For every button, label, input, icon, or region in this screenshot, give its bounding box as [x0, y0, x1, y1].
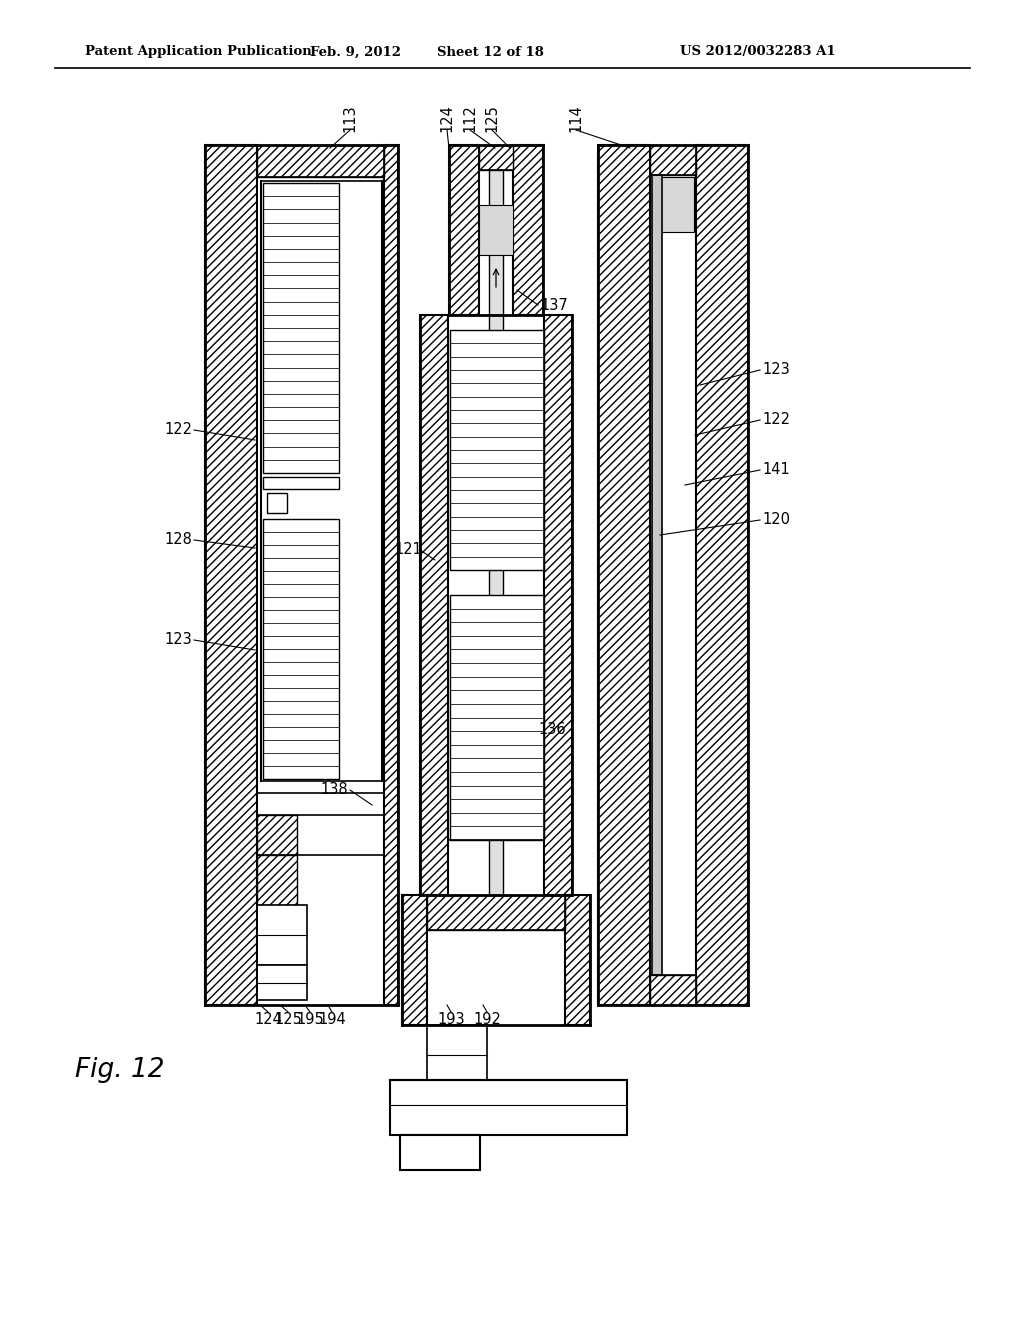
- Bar: [390, 1080, 627, 1135]
- Bar: [696, 145, 748, 1005]
- Bar: [420, 315, 449, 895]
- Bar: [598, 145, 650, 1005]
- Text: 125: 125: [484, 104, 500, 132]
- Bar: [650, 145, 696, 176]
- Text: 192: 192: [473, 1012, 501, 1027]
- Text: Sheet 12 of 18: Sheet 12 of 18: [436, 45, 544, 58]
- Text: 122: 122: [762, 412, 790, 428]
- Bar: [650, 975, 696, 1005]
- Bar: [565, 895, 590, 1026]
- Text: 141: 141: [762, 462, 790, 478]
- Text: 138: 138: [321, 783, 348, 797]
- Bar: [489, 315, 503, 895]
- Bar: [652, 177, 694, 232]
- Text: 123: 123: [164, 632, 193, 648]
- Bar: [257, 814, 297, 855]
- Text: 193: 193: [437, 1012, 465, 1027]
- Text: 194: 194: [318, 1012, 346, 1027]
- Bar: [479, 205, 513, 255]
- Bar: [479, 145, 513, 170]
- Text: Fig. 12: Fig. 12: [75, 1057, 165, 1082]
- Text: 113: 113: [342, 104, 357, 132]
- Text: 195: 195: [296, 1012, 324, 1027]
- Text: 114: 114: [568, 104, 584, 132]
- Bar: [257, 145, 384, 177]
- Text: 120: 120: [762, 512, 790, 528]
- Bar: [427, 1026, 487, 1080]
- Text: 121: 121: [394, 543, 422, 557]
- Text: 112: 112: [463, 104, 477, 132]
- Bar: [384, 145, 398, 1005]
- Bar: [263, 519, 339, 779]
- Text: 137: 137: [540, 297, 567, 313]
- Bar: [400, 1135, 480, 1170]
- Text: 123: 123: [762, 363, 790, 378]
- Bar: [449, 145, 479, 315]
- Text: Patent Application Publication: Patent Application Publication: [85, 45, 311, 58]
- Text: 128: 128: [164, 532, 193, 548]
- Text: US 2012/0032283 A1: US 2012/0032283 A1: [680, 45, 836, 58]
- Text: 124: 124: [439, 104, 455, 132]
- Bar: [489, 170, 503, 315]
- Bar: [257, 855, 297, 906]
- Text: 124: 124: [254, 1012, 282, 1027]
- Bar: [257, 906, 307, 965]
- Bar: [267, 492, 287, 513]
- Bar: [652, 176, 662, 975]
- Text: 122: 122: [164, 422, 193, 437]
- Bar: [402, 895, 427, 1026]
- Text: Feb. 9, 2012: Feb. 9, 2012: [309, 45, 400, 58]
- Bar: [450, 330, 544, 570]
- Text: 136: 136: [538, 722, 565, 738]
- Text: 125: 125: [274, 1012, 302, 1027]
- Bar: [513, 145, 543, 315]
- Bar: [544, 315, 572, 895]
- Bar: [257, 965, 307, 1001]
- Bar: [205, 145, 257, 1005]
- Bar: [450, 595, 544, 840]
- Bar: [263, 477, 339, 488]
- Bar: [263, 183, 339, 473]
- Bar: [427, 895, 565, 931]
